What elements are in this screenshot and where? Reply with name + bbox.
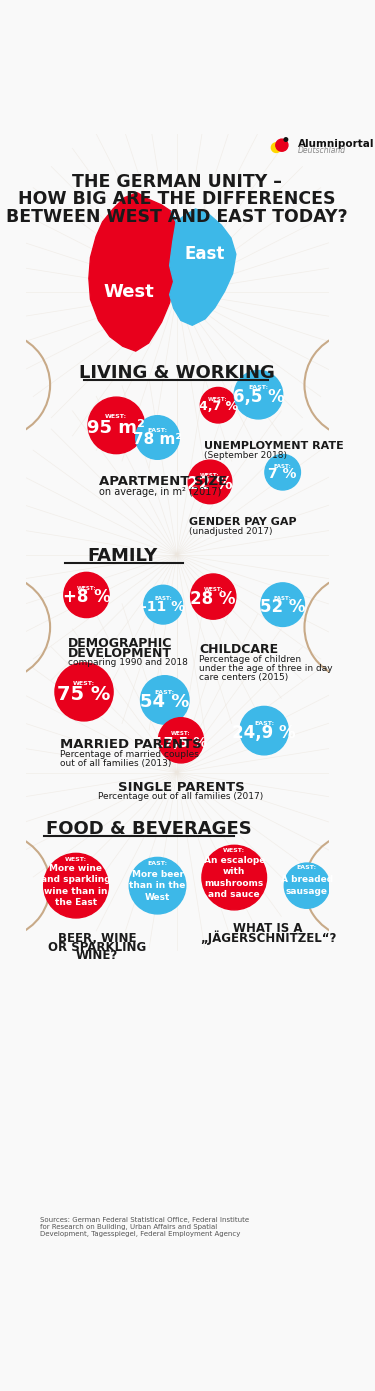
Text: EAST:: EAST: [147, 861, 168, 865]
Text: out of all families (2013): out of all families (2013) [60, 759, 171, 768]
Text: (September 2018): (September 2018) [204, 451, 286, 460]
Circle shape [284, 138, 288, 142]
Text: EAST:: EAST: [147, 428, 168, 434]
Text: West: West [104, 284, 154, 302]
Text: WEST:: WEST: [73, 680, 95, 686]
Text: comparing 1990 and 2018: comparing 1990 and 2018 [68, 658, 188, 668]
Polygon shape [170, 209, 236, 325]
Text: Percentage out of all families (2017): Percentage out of all families (2017) [98, 793, 264, 801]
Circle shape [129, 857, 186, 914]
Text: More beer
than in the
West: More beer than in the West [129, 869, 186, 901]
Circle shape [64, 572, 109, 618]
Text: FAMILY: FAMILY [88, 547, 158, 565]
Text: care centers (2015): care centers (2015) [200, 673, 289, 682]
Text: BEER, WINE: BEER, WINE [58, 932, 136, 944]
Text: WEST:: WEST: [76, 586, 96, 591]
Text: 6,5 %: 6,5 % [232, 388, 284, 406]
Circle shape [272, 143, 281, 153]
Circle shape [240, 707, 288, 755]
Text: UNEMPLOYMENT RATE: UNEMPLOYMENT RATE [204, 441, 343, 451]
Text: WEST:: WEST: [171, 732, 191, 736]
Text: 22 %: 22 % [187, 476, 233, 492]
Text: HOW BIG ARE THE DIFFERENCES: HOW BIG ARE THE DIFFERENCES [18, 191, 336, 209]
Text: East: East [185, 245, 225, 263]
Text: CHILDCARE: CHILDCARE [200, 644, 279, 657]
Text: BETWEEN WEST AND EAST TODAY?: BETWEEN WEST AND EAST TODAY? [6, 209, 348, 227]
Circle shape [200, 388, 236, 423]
Text: Deutschland: Deutschland [298, 146, 346, 156]
Text: More wine
and sparkling
wine than in
the East: More wine and sparkling wine than in the… [41, 864, 111, 907]
Text: LIVING & WORKING: LIVING & WORKING [79, 364, 275, 383]
Text: „JÄGERSCHNITZEL“?: „JÄGERSCHNITZEL“? [200, 931, 336, 946]
Text: EAST:: EAST: [154, 597, 172, 601]
Text: 78 m²: 78 m² [133, 433, 182, 447]
Text: An escalope
with
mushrooms
and sauce: An escalope with mushrooms and sauce [204, 855, 265, 899]
Circle shape [144, 586, 183, 625]
Text: OR SPARKLING: OR SPARKLING [48, 940, 146, 954]
Circle shape [265, 455, 300, 490]
Circle shape [136, 416, 179, 459]
Text: under the age of three in day: under the age of three in day [200, 664, 333, 673]
Text: 17,5 %: 17,5 % [154, 736, 207, 750]
Text: on average, in m² (2017): on average, in m² (2017) [99, 487, 221, 497]
Circle shape [55, 662, 113, 721]
Circle shape [276, 139, 288, 152]
Text: 24,9 %: 24,9 % [232, 725, 296, 741]
Text: WHAT IS A: WHAT IS A [233, 922, 303, 935]
Text: MARRIED PARENTS: MARRIED PARENTS [60, 737, 201, 751]
Text: 75 %: 75 % [57, 686, 111, 704]
Text: WEST:: WEST: [223, 849, 245, 854]
Text: SINGLE PARENTS: SINGLE PARENTS [117, 780, 244, 794]
Text: THE GERMAN UNITY –: THE GERMAN UNITY – [72, 172, 282, 191]
Circle shape [261, 583, 305, 626]
Text: A breaded
sausage: A breaded sausage [281, 875, 333, 896]
Text: EAST:: EAST: [274, 465, 291, 469]
Text: +8 %: +8 % [63, 588, 110, 606]
Text: WEST:: WEST: [200, 473, 220, 479]
Text: EAST:: EAST: [254, 721, 274, 726]
Text: 28 %: 28 % [190, 590, 236, 608]
Text: DEMOGRAPHIC: DEMOGRAPHIC [68, 637, 172, 650]
Text: GENDER PAY GAP: GENDER PAY GAP [189, 517, 297, 527]
Circle shape [188, 460, 232, 504]
Text: WEST:: WEST: [65, 857, 87, 862]
Circle shape [234, 370, 283, 419]
Text: -11 %: -11 % [141, 600, 185, 613]
Text: WEST:: WEST: [208, 398, 228, 402]
Circle shape [158, 718, 204, 762]
Text: Percentage of married couples: Percentage of married couples [60, 750, 199, 759]
Text: 95 m²: 95 m² [87, 419, 145, 437]
Circle shape [141, 676, 189, 725]
Text: FOOD & BEVERAGES: FOOD & BEVERAGES [46, 821, 252, 839]
Text: APARTMENT SIZE: APARTMENT SIZE [99, 476, 227, 488]
Circle shape [44, 853, 108, 918]
Circle shape [202, 846, 267, 910]
Text: 52 %: 52 % [260, 598, 305, 616]
Text: 7 %: 7 % [268, 467, 297, 481]
Circle shape [284, 862, 330, 908]
Text: (unadjusted 2017): (unadjusted 2017) [189, 527, 273, 537]
Text: WEST:: WEST: [203, 587, 223, 593]
Text: EAST:: EAST: [297, 865, 317, 869]
Text: WEST:: WEST: [105, 415, 128, 420]
Text: EAST:: EAST: [248, 385, 268, 389]
Text: Sources: German Federal Statistical Office, Federal Institute
for Research on Bu: Sources: German Federal Statistical Offi… [40, 1217, 249, 1237]
Text: DEVELOPMENT: DEVELOPMENT [68, 647, 172, 659]
Polygon shape [89, 193, 176, 351]
Circle shape [190, 574, 236, 619]
Text: Alumniportal: Alumniportal [298, 139, 375, 149]
Text: 54 %: 54 % [140, 693, 189, 711]
Text: WINE?: WINE? [76, 950, 118, 963]
Text: EAST:: EAST: [274, 595, 291, 601]
Text: 4,7 %: 4,7 % [198, 401, 238, 413]
Text: EAST:: EAST: [155, 690, 175, 696]
Text: Percentage of children: Percentage of children [200, 655, 302, 664]
Circle shape [88, 396, 145, 453]
